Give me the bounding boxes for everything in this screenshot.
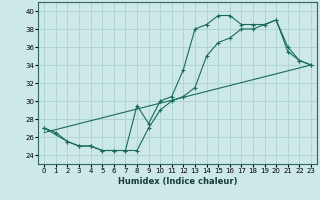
X-axis label: Humidex (Indice chaleur): Humidex (Indice chaleur) xyxy=(118,177,237,186)
